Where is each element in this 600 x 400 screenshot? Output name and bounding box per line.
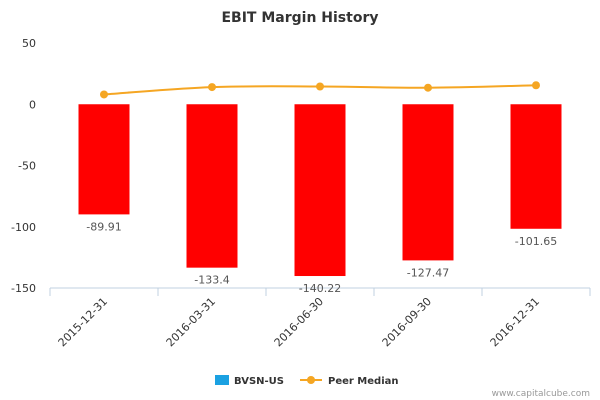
y-tick-label: -50 — [18, 160, 36, 173]
peer-median-point — [316, 82, 324, 91]
bar-data-label: -133.4 — [194, 274, 229, 287]
bar-2016-03-31 — [186, 104, 238, 268]
bar-data-label: -89.91 — [86, 220, 121, 233]
x-tick-label: 2015-12-31 — [56, 295, 110, 349]
bar-2016-12-31 — [510, 104, 562, 229]
bar-data-label: -140.22 — [299, 282, 341, 295]
x-axis: 2015-12-31 2016-03-31 2016-06-30 2016-09-30… — [49, 287, 591, 349]
x-tick-label: 2016-09-30 — [380, 295, 434, 349]
bar-series-bvsn-us — [78, 104, 562, 277]
legend-item-peer-median[interactable]: Peer Median — [300, 376, 399, 387]
y-tick-label: 50 — [22, 37, 36, 50]
watermark-text: www.capitalcube.com — [492, 389, 590, 399]
y-tick-label: 0 — [29, 98, 36, 111]
y-axis: 50 0 -50 -100 -150 — [11, 37, 36, 295]
bar-data-label: -101.65 — [515, 235, 557, 248]
bar-2015-12-31 — [78, 104, 130, 215]
peer-median-point — [208, 83, 216, 92]
bar-2016-06-30 — [294, 104, 346, 277]
x-tick-label: 2016-12-31 — [488, 295, 542, 349]
legend-label-bvsn-us: BVSN-US — [234, 376, 284, 387]
line-series-peer-median — [100, 81, 540, 99]
legend-item-bvsn-us[interactable]: BVSN-US — [215, 375, 284, 387]
x-tick-label: 2016-03-31 — [164, 295, 218, 349]
bar-2016-09-30 — [402, 104, 454, 261]
peer-median-point — [424, 83, 432, 92]
legend[interactable]: BVSN-US Peer Median — [215, 375, 399, 387]
peer-median-point — [100, 90, 108, 99]
chart-title: EBIT Margin History — [221, 10, 378, 26]
x-tick-label: 2016-06-30 — [272, 295, 326, 349]
peer-median-point — [532, 81, 540, 90]
bar-data-labels: -89.91 -133.4 -140.22 -127.47 -101.65 — [86, 220, 557, 295]
y-tick-label: -150 — [11, 282, 36, 295]
legend-label-peer-median: Peer Median — [328, 376, 399, 387]
legend-swatch-bvsn-us — [215, 375, 229, 385]
bar-data-label: -127.47 — [407, 266, 449, 279]
legend-marker-peer-median — [307, 376, 315, 384]
y-tick-label: -100 — [11, 221, 36, 234]
